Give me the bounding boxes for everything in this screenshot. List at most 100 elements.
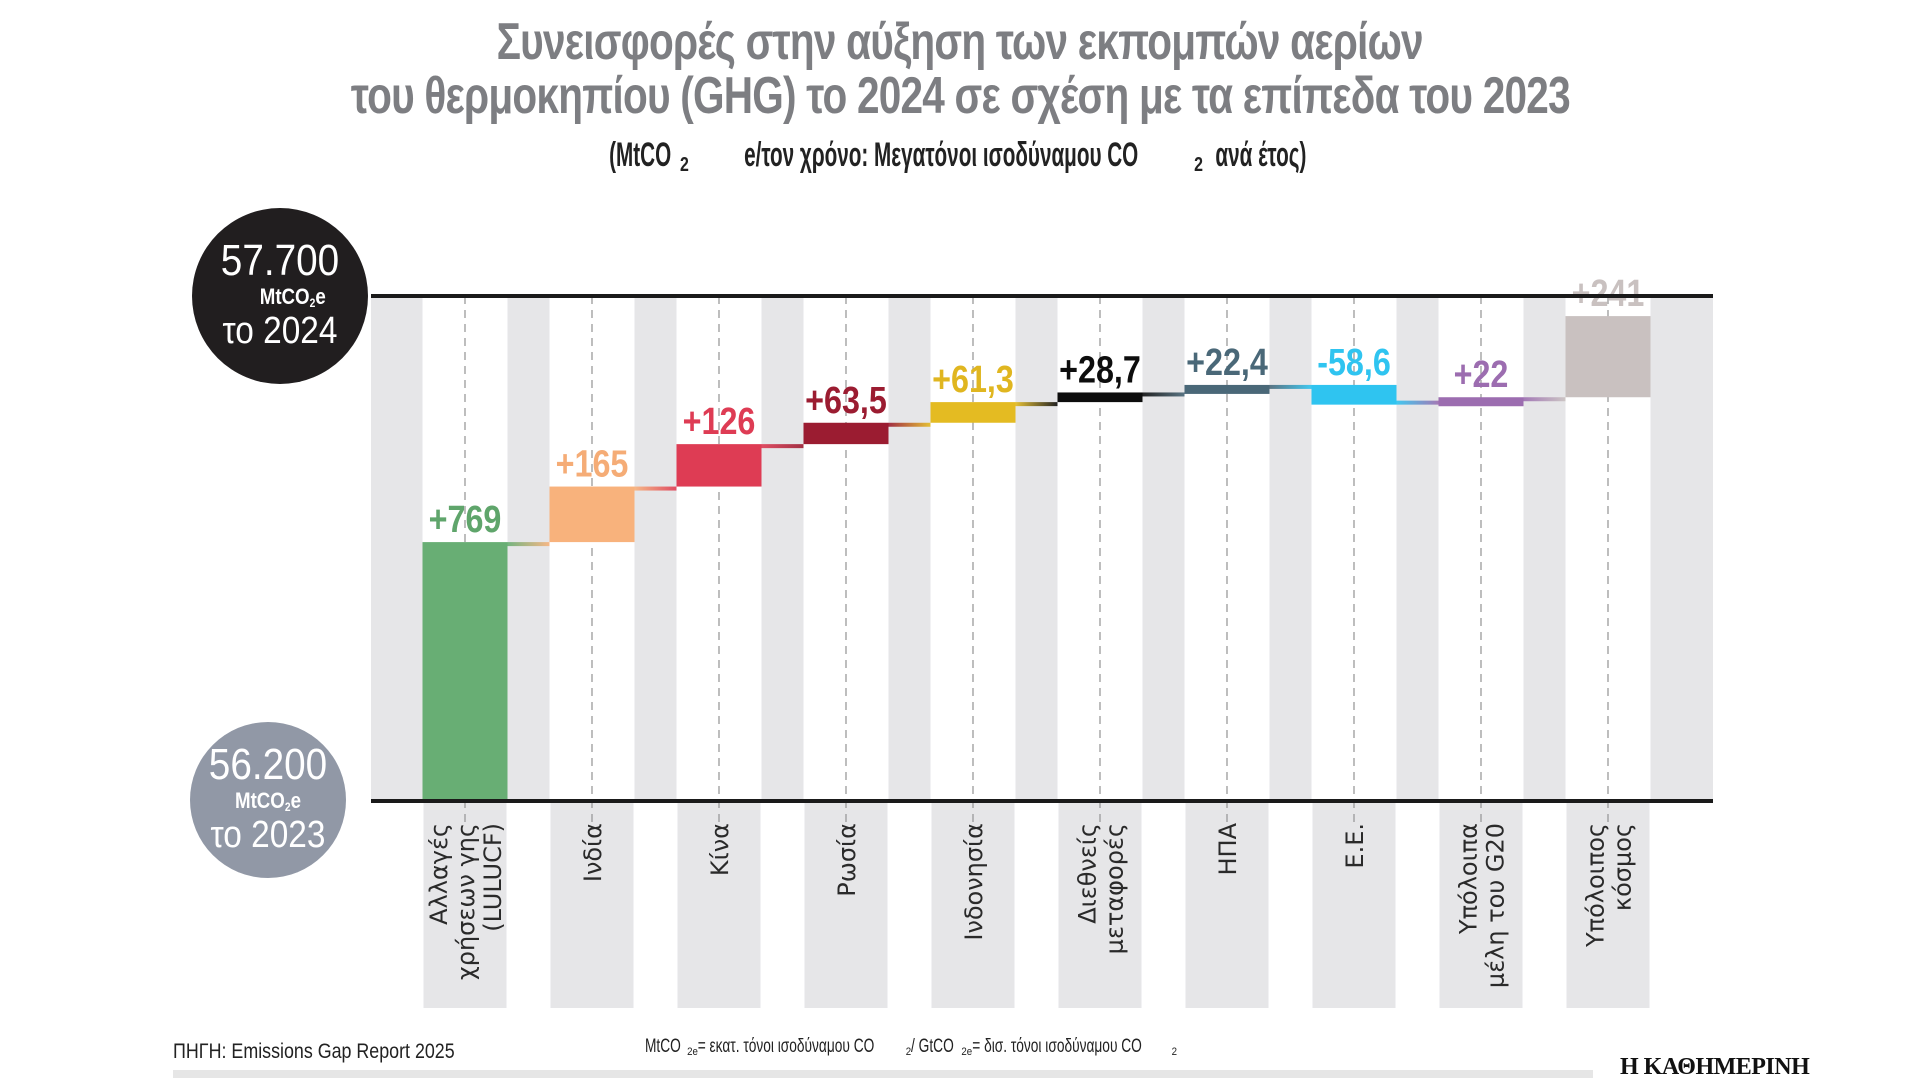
connector-line (1015, 402, 1058, 407)
data-label: +63,5 (805, 379, 887, 421)
unit-footnote: MtCO 2e = εκατ. τόνοι ισοδύναμου CO 2 / Gt… (645, 1036, 1271, 1058)
category-label: Υπόλοιπα (1455, 823, 1483, 935)
category-label: μέλη του G20 (1482, 823, 1510, 988)
data-label: +22,4 (1186, 342, 1268, 384)
data-label: +769 (429, 499, 502, 541)
unit-part: MtCO (234, 788, 285, 813)
category-label-column (677, 801, 761, 1008)
total-2024-year: το 2024 (222, 310, 338, 352)
background-stripe (634, 296, 677, 801)
background-stripe (1396, 296, 1439, 801)
subtitle-subscript: 2 (1194, 154, 1203, 177)
category-label: Διεθνείς (1074, 823, 1102, 924)
connector-line (1396, 400, 1439, 405)
total-2023-unit: MtCO2e (202, 788, 335, 814)
category-label: Ρωσία (833, 823, 861, 897)
bar-3 (803, 422, 889, 445)
category-label-column (1439, 801, 1523, 1008)
category-label: Αλλαγές (425, 823, 453, 925)
chart-title-line1: Συνεισφορές στην αύξηση των εκπομπών αερ… (0, 12, 1920, 72)
total-2023-badge: 56.200 MtCO2e το 2023 (190, 722, 346, 878)
category-label: Ινδονησία (960, 823, 988, 941)
category-label-column (1312, 801, 1396, 1008)
category-label: Υπόλοιπος (1582, 823, 1610, 948)
data-label: +241 (1572, 273, 1645, 315)
connector-line (507, 542, 550, 547)
footnote-part: = εκατ. τόνοι ισοδύναμου CO (697, 1036, 875, 1057)
background-stripes (371, 296, 1713, 1008)
background-stripe (371, 296, 423, 801)
connector-line (1269, 384, 1312, 389)
title-line2-text: του θερμοκηπίου (GHG) το 2024 σε σχέση μ… (350, 67, 1571, 125)
bars (422, 316, 1651, 801)
footnote-subscript: 2 (905, 1045, 912, 1058)
background-stripe (507, 296, 550, 801)
footnote-subscript: 2 (1171, 1045, 1178, 1058)
data-label: +61,3 (932, 359, 1014, 401)
category-label: χρήσεων γης (452, 823, 480, 980)
footer-divider (173, 1070, 1593, 1078)
footnote-subscript: 2e (687, 1045, 698, 1058)
category-label: ΗΠΑ (1214, 822, 1242, 875)
background-stripe (1650, 296, 1713, 801)
total-2023-value: 56.200 (208, 740, 328, 789)
unit-part: e (315, 284, 326, 309)
total-2024-badge: 57.700 MtCO2e το 2024 (192, 208, 368, 384)
axes (371, 294, 1713, 803)
category-label: (LULUCF) (479, 823, 507, 932)
subtitle-subscript: 2 (679, 154, 689, 177)
category-label-column (931, 801, 1015, 1008)
footnote-part: / GtCO (911, 1036, 954, 1057)
connector-line (1142, 392, 1185, 397)
background-stripe (888, 296, 931, 801)
footnote-part: MtCO (645, 1036, 681, 1057)
total-2023-year: το 2023 (210, 814, 326, 856)
category-label-column (1185, 801, 1269, 1008)
bar-9 (1565, 316, 1651, 398)
category-label: Ινδία (579, 823, 607, 882)
bar-2 (676, 444, 762, 487)
category-label-column (1566, 801, 1650, 1008)
data-label: -58,6 (1317, 342, 1391, 384)
unit-subscript: 2 (284, 800, 291, 815)
category-label-column (423, 801, 507, 1008)
unit-part: MtCO (259, 284, 310, 309)
source-text: ΠΗΓΗ: Emissions Gap Report 2025 (173, 1040, 455, 1063)
bar-4 (930, 402, 1016, 423)
background-stripe (1142, 296, 1185, 801)
footnote-subscript: 2e (961, 1045, 973, 1058)
category-label: κόσμος (1609, 823, 1637, 911)
bar-7 (1311, 384, 1397, 405)
title-line1-text: Συνεισφορές στην αύξηση των εκπομπών αερ… (496, 13, 1424, 71)
category-label: Κίνα (706, 823, 734, 876)
bar-1 (549, 486, 635, 543)
background-stripe (1523, 296, 1566, 801)
unit-part: e (290, 788, 301, 813)
background-stripe (1015, 296, 1058, 801)
chart-subtitle: (MtCO 2 e/τον χρόνο: Μεγατόνοι ισοδύναμου … (0, 135, 1920, 175)
connector-lines (507, 384, 1566, 547)
background-stripe (761, 296, 804, 801)
bar-0 (422, 542, 508, 801)
category-label-column (1058, 801, 1142, 1008)
data-label: +22 (1454, 354, 1509, 396)
category-label-column (550, 801, 634, 1008)
category-label-column (804, 801, 888, 1008)
category-labels: Αλλαγές χρήσεων γης (LULUCF) Ινδία Κίνα Ρωσία… (425, 822, 1637, 988)
footnote-part: = δισ. τόνοι ισοδύναμου CO (972, 1036, 1142, 1057)
subtitle-part: ανά έτος) (1215, 136, 1307, 174)
data-labels: +769 +165 +126 +63,5 +61,3 +28,7 +22,4 -58,6 +22… (429, 273, 1645, 541)
subtitle-part: e/τον χρόνο: Μεγατόνοι ισοδύναμου CO (744, 136, 1139, 174)
bar-8 (1438, 397, 1524, 407)
data-label: +126 (683, 401, 756, 443)
connector-line (888, 422, 931, 427)
data-label: +28,7 (1059, 349, 1141, 391)
background-stripe (1269, 296, 1312, 801)
total-2024-value: 57.700 (220, 236, 340, 285)
category-label: Ε.Ε. (1341, 823, 1369, 869)
chart-title-line2: του θερμοκηπίου (GHG) το 2024 σε σχέση μ… (0, 66, 1920, 126)
connector-line (1523, 397, 1566, 402)
bar-6 (1184, 384, 1270, 394)
category-label: μεταφορές (1101, 823, 1129, 954)
total-2024-unit: MtCO2e (205, 284, 355, 310)
